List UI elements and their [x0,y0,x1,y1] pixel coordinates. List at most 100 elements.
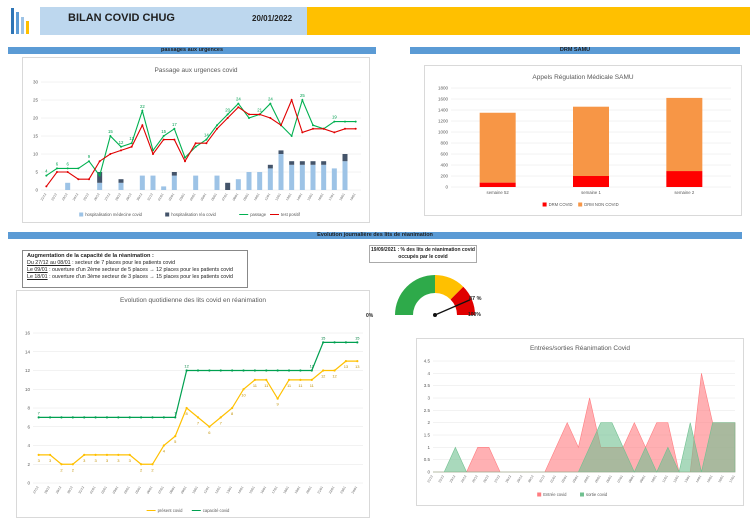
data-label-present-covid: 3 [117,458,120,463]
point-passage [205,138,208,141]
data-label-capacite-covid: 15 [321,335,326,340]
point-passage [130,142,133,145]
data-label-passage: 25 [300,93,305,98]
x-tick-label: 28/12 [505,474,513,483]
gauge-segment-yellow [435,275,464,300]
point-test-positif [98,160,101,163]
x-tick-label: 13/01 [684,474,692,483]
x-tick-label: 04/01 [123,485,131,494]
point-capacite-covid [265,369,268,372]
data-label-passage: 4 [45,169,48,174]
y-tick-label: 0 [35,188,38,193]
point-test-positif [216,127,218,130]
x-tick-label: 30/12 [527,474,535,483]
data-label-present-covid: 2 [140,467,143,472]
x-tick-label: 29/12 [55,485,63,494]
x-tick-label: 14/01 [695,474,703,483]
x-tick-label: 17/01 [271,485,279,494]
bar-rea [321,161,327,165]
bar-rea [299,161,305,165]
bar-rea [97,172,103,183]
x-tick-label: 13/01 [226,485,234,494]
point-test-positif [333,131,336,134]
x-tick-label: 23/12 [449,474,457,483]
x-tick-label: 11/01 [203,485,210,494]
bar-medecine [118,182,124,190]
x-tick-label: 03/01 [572,474,580,483]
x-tick-label: 07/01 [157,485,165,494]
point-test-positif [152,153,154,155]
bar-rea [118,179,124,183]
y-tick-label: 12 [25,368,31,373]
point-present-covid [322,369,325,372]
point-capacite-covid [105,416,109,419]
x-tick-label: 09/01 [639,474,647,483]
point-capacite-covid [287,369,291,372]
x-tick-label: 11/01 [264,192,271,201]
legend-swatch [542,202,547,207]
point-capacite-covid [253,369,256,372]
y-tick-label: 3 [427,396,430,401]
bar-drm-non-covid [666,97,703,172]
legend-label: hospitalisation réa covid [171,212,216,217]
point-test-positif [205,142,208,145]
point-present-covid [185,406,188,410]
x-tick-label: 12/01 [274,192,282,201]
report-date: 20/01/2022 [252,14,293,23]
capacity-note: Augmentation de la capacité de la réanim… [22,250,248,288]
bar-medecine [342,161,348,190]
x-tick-label: 04/01 [189,192,197,201]
data-label-present-covid: 8 [186,411,189,416]
point-capacite-covid [333,341,336,344]
data-label-passage: 15 [161,129,166,134]
x-tick-label: 09/01 [242,192,250,201]
x-tick-label: 13/01 [285,192,293,201]
y-tick-label: 16 [25,331,31,336]
bar-drm-covid [573,176,609,187]
point-present-covid [310,378,313,381]
x-tick-label: 28/12 [43,485,51,494]
x-tick-label: 27/12 [104,192,112,201]
legend-label: capacité covid [203,508,230,513]
capacity-note-line-1: Du 27/12 au 08/01 : secteur de 7 places … [27,260,176,266]
y-tick-label: 600 [440,152,448,157]
x-tick-label: 25/12 [82,192,90,201]
point-present-covid [60,463,63,466]
y-tick-label: 4 [27,443,30,448]
x-tick-label: 16/01 [317,192,325,201]
x-tick-label: 16/01 [260,485,268,494]
bar-medecine [278,154,284,190]
point-test-positif [130,145,133,148]
chart-entrees-sorties: Entrées/sorties Réanimation Covid 0 0.5 1 1.… [424,345,736,497]
y-tick-label: 2 [427,420,430,425]
point-test-positif [248,113,250,116]
area-sortie-covid [433,422,736,473]
x-tick-label: 22/01 [328,485,336,494]
x-tick-label: 18/01 [338,192,346,201]
data-label-present-covid: 11 [310,383,315,388]
data-label-passage: 19 [332,115,337,120]
point-capacite-covid [48,416,52,419]
y-tick-label: 2 [27,462,30,467]
point-capacite-covid [174,416,177,419]
y-tick-label: 1800 [438,86,449,91]
y-tick-label: 800 [440,141,448,146]
y-tick-label: 14 [25,349,31,354]
x-tick-label: 22/12 [438,474,446,483]
point-capacite-covid [322,341,325,344]
data-label-capacite-covid: 12 [184,364,189,369]
y-tick-label: 30 [33,80,39,85]
point-capacite-covid [299,369,302,372]
point-present-covid [344,360,348,363]
section-band-urgences: passages aux urgences [8,47,376,54]
data-label-present-covid: 5 [174,439,177,444]
point-test-positif [312,127,314,130]
y-tick-label: 0 [445,185,448,190]
y-tick-label: 0.5 [424,457,431,462]
area-entree-covid [433,373,736,473]
data-label-passage: 12 [119,140,124,145]
data-label-present-covid: 3 [38,458,41,463]
data-label-present-covid: 13 [344,364,349,369]
y-tick-label: 0 [427,470,430,475]
point-test-positif [301,131,304,134]
